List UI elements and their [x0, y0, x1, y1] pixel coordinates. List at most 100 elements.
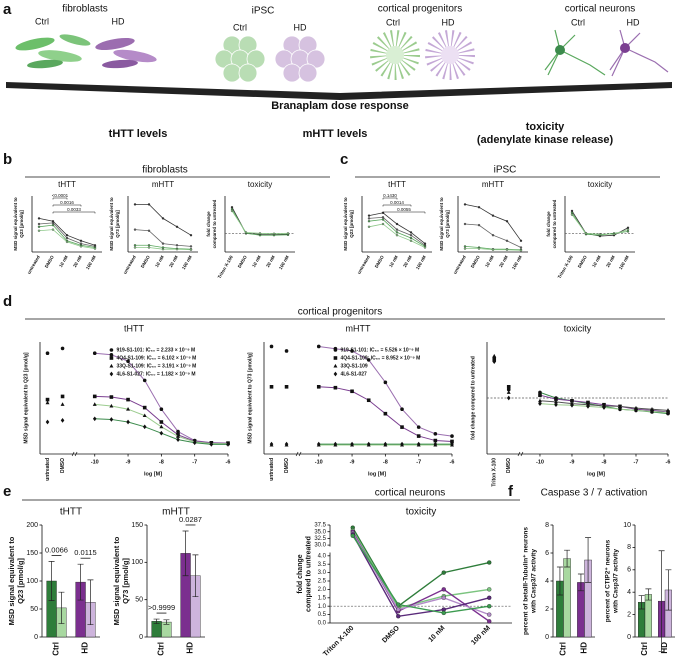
point [350, 533, 355, 538]
significance-bracket [382, 197, 398, 200]
point [383, 411, 388, 416]
point [126, 419, 130, 425]
y-axis-label: fold change [546, 211, 551, 237]
banner: Branaplam dose response [271, 100, 409, 112]
x-tick-label: -10 [315, 459, 323, 465]
error-bar [645, 588, 652, 601]
point [463, 247, 467, 250]
y-tick-label: 200 [26, 522, 38, 529]
y-axis-label: Q73 [pmol/g] [445, 210, 450, 238]
point [92, 394, 97, 399]
point [258, 232, 262, 235]
point [350, 441, 354, 447]
point [450, 441, 454, 447]
point [650, 409, 654, 414]
point [366, 398, 371, 403]
group-title: iPSC [252, 6, 275, 17]
series-line [231, 207, 288, 235]
point [505, 220, 509, 223]
y-axis-label: fold change [206, 211, 211, 237]
x-tick-label: 10 nM [484, 254, 495, 268]
chart-title: tHTT [124, 323, 144, 333]
x-tick-label: 10 nM [427, 625, 446, 644]
point [126, 359, 130, 364]
point [159, 424, 164, 429]
point [477, 223, 481, 227]
point [109, 417, 114, 422]
x-tick-label: DMSO [381, 624, 401, 644]
x-tick-label: DMSO [470, 254, 481, 269]
y-tick-label: 3.0 [318, 570, 327, 576]
point [666, 408, 670, 412]
point [477, 206, 481, 209]
error-bar [58, 591, 65, 624]
x-tick-label: 100 nM [415, 254, 427, 270]
point [51, 228, 55, 231]
point [366, 358, 371, 362]
x-tick-label: -6 [450, 459, 455, 465]
y-axis-label: MSD signal equivalent to [343, 197, 348, 251]
point [618, 406, 622, 412]
x-tick-label: Ctrl [157, 642, 166, 656]
point [147, 203, 151, 206]
point [37, 222, 41, 226]
point [333, 385, 338, 390]
chart-title: toxicity [406, 507, 437, 518]
legend-entry: 919-S1-101: IC₅₀ = 5.526 × 10⁻⁹ M [340, 347, 419, 353]
progenitor-cells [370, 30, 475, 80]
panel-label: a [3, 1, 12, 18]
error-bar [87, 579, 94, 626]
y-tick-label: 4 [545, 578, 549, 585]
x-tick-label: Triton X-100 [322, 625, 355, 658]
point [570, 211, 574, 214]
point [441, 595, 446, 600]
panel-label: f [508, 483, 514, 500]
point [538, 393, 542, 397]
point [463, 222, 467, 226]
point [161, 242, 165, 245]
y-tick-label: 2.0 [318, 587, 327, 593]
x-tick-label: Ctrl [559, 642, 568, 656]
point [37, 225, 41, 228]
y-axis-label: MSD signal equivalent to Q73 [pmol/g] [247, 352, 253, 443]
point [45, 400, 50, 405]
x-tick-label: untreated [356, 254, 371, 274]
point [286, 232, 290, 235]
p-value: 0.1430 [383, 193, 397, 198]
group-ctrl: Ctrl [233, 22, 247, 32]
point [409, 239, 413, 242]
point [126, 397, 130, 402]
point [409, 231, 413, 234]
point [650, 407, 654, 411]
x-tick-label: 100 nM [618, 254, 630, 270]
y-axis-label: Q23 [pmol/g] [19, 210, 24, 238]
x-tick-label: untreated [452, 254, 467, 274]
point [395, 228, 399, 231]
neuron-cells [544, 29, 669, 77]
point [450, 434, 454, 438]
x-tick-label: -9 [126, 459, 131, 465]
y-axis-label: compared to untreated [212, 199, 217, 248]
series-line [352, 535, 490, 614]
point [492, 359, 497, 364]
point [396, 614, 401, 619]
point [60, 418, 65, 423]
series-line [352, 531, 490, 622]
p-value: 0.0066 [45, 545, 68, 554]
point [383, 380, 388, 385]
y-tick-label: 2 [545, 606, 549, 613]
p-value: >0.9999 [148, 603, 175, 612]
point [538, 390, 542, 395]
readout: toxicity [526, 121, 565, 133]
point [133, 203, 137, 206]
bar [644, 594, 653, 638]
x-tick-label: untreated [122, 254, 137, 274]
chart-title: mHTT [152, 180, 174, 189]
legend-marker [333, 371, 338, 377]
y-tick-label: 2 [627, 611, 631, 618]
y-tick-label: 35.0 [314, 529, 326, 535]
x-tick-label: 20 nM [168, 254, 179, 268]
y-tick-label: 0 [139, 634, 143, 641]
y-tick-label: 0 [34, 634, 38, 641]
x-tick-label: HD [186, 642, 195, 654]
